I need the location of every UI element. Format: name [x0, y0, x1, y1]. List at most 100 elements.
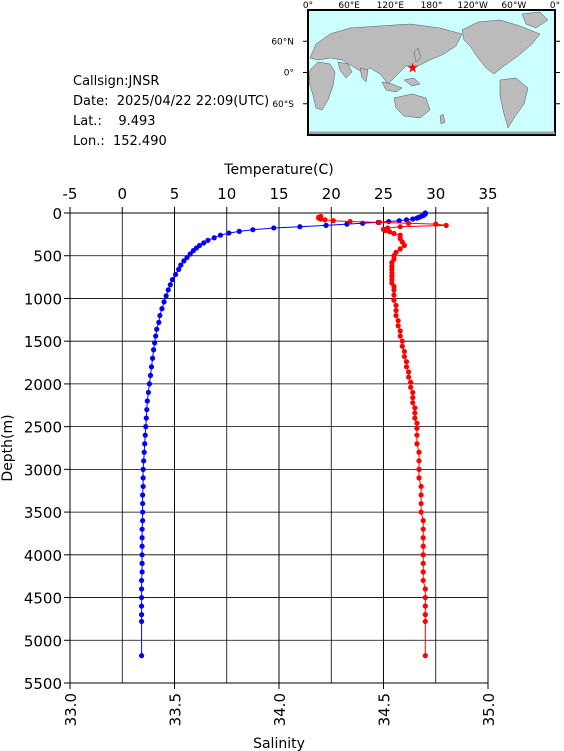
temperature-point [140, 483, 146, 490]
temperature-point [141, 449, 147, 455]
salinity-point [433, 221, 439, 227]
depth-axis: 0 500 1000 1500 2000 2500 3000 3500 4000 4500 5000… [24, 205, 70, 693]
salinity-point [412, 410, 418, 416]
temperature-point [138, 618, 145, 625]
date-text: Date: 2025/04/22 22:09(UTC) [73, 94, 270, 109]
salinity-point [416, 466, 422, 472]
temperature-point [217, 232, 224, 238]
temperature-point [250, 227, 256, 233]
station-info: Callsign:JNSR Date: 2025/04/22 22:09(UTC… [73, 72, 269, 152]
temperature-point [140, 518, 146, 524]
salinity-point [382, 227, 389, 234]
map-lon-label: 180° [421, 1, 443, 11]
depth-tick-label: 4000 [24, 547, 62, 565]
lon-text: Lon.: 152.490 [73, 134, 167, 149]
temperature-tick-label: 30 [426, 185, 445, 203]
salinity-axis: 33.0 33.5 34.0 34.5 35.0 [62, 683, 498, 726]
series-layer [138, 210, 449, 659]
temperature-tick-label: 35 [478, 185, 497, 203]
temperature-point [138, 653, 145, 659]
salinity-point [397, 333, 403, 339]
salinity-point [420, 569, 426, 575]
salinity-tick-label: 34.5 [376, 693, 394, 726]
salinity-point [395, 323, 401, 329]
salinity-point [410, 389, 416, 396]
salinity-tick-label: 33.0 [62, 693, 80, 726]
map-land [308, 11, 556, 135]
station-marker-icon: ★ [406, 61, 419, 77]
temperature-tick-label: -5 [63, 185, 78, 203]
temperature-point [181, 258, 187, 264]
temperature-point [297, 224, 303, 230]
temperature-point [140, 466, 146, 472]
salinity-point [330, 218, 336, 224]
temperature-tick-label: 20 [322, 185, 341, 203]
temperature-profile-line [141, 213, 426, 656]
salinity-point [403, 364, 410, 370]
salinity-point [412, 415, 418, 421]
temperature-point [396, 218, 402, 224]
salinity-point [414, 441, 420, 447]
temperature-point [159, 306, 165, 312]
salinity-point [395, 318, 401, 324]
temperature-point [146, 381, 153, 387]
salinity-point [422, 586, 428, 592]
salinity-point [420, 526, 426, 532]
temperature-axis: -5 0 5 10 15 20 25 30 35 [63, 185, 498, 213]
map-lat-label: 60°S [272, 100, 294, 110]
depth-tick-label: 0 [52, 205, 62, 223]
temperature-point [139, 543, 145, 549]
salinity-point [418, 483, 424, 490]
salinity-point [401, 348, 407, 355]
temperature-point [236, 228, 242, 234]
temperature-point [153, 333, 159, 339]
map-lon-label: 0° [303, 1, 313, 11]
salinity-point [376, 219, 382, 225]
temperature-point [187, 251, 193, 257]
depth-tick-label: 3000 [24, 461, 62, 479]
salinity-point [418, 492, 424, 498]
temperature-point [140, 509, 146, 515]
temperature-point [142, 441, 148, 447]
map-lat-label: 60°N [271, 37, 294, 47]
map-lon-label: 0° [550, 1, 560, 11]
depth-tick-label: 2000 [24, 376, 62, 394]
temperature-point [169, 277, 176, 283]
temperature-point [190, 248, 196, 254]
temperature-point [414, 215, 420, 221]
temperature-point [139, 552, 145, 558]
temperature-point [143, 424, 149, 430]
temperature-point [163, 293, 169, 299]
lat-text: Lat.: 9.493 [73, 114, 156, 129]
temperature-tick-label: 0 [117, 185, 127, 203]
temperature-point [149, 355, 156, 361]
temperature-point [410, 216, 416, 222]
temperature-point [143, 415, 149, 421]
temperature-point [161, 299, 167, 305]
salinity-point [408, 384, 414, 390]
salinity-point [418, 500, 424, 507]
depth-tick-label: 4500 [24, 590, 62, 608]
map-lon-label: 60°W [501, 1, 526, 11]
salinity-point [318, 216, 324, 222]
temperature-point [154, 326, 160, 332]
temperature-point [172, 271, 179, 278]
map-lat-label: 0° [284, 69, 294, 79]
salinity-point [397, 246, 403, 252]
temperature-point [144, 406, 150, 413]
depth-tick-label: 5500 [24, 675, 62, 693]
salinity-point [416, 475, 422, 481]
temperature-point [176, 266, 182, 272]
temperature-point [139, 560, 145, 566]
temperature-point [139, 569, 145, 575]
salinity-point [393, 312, 399, 319]
salinity-point [403, 359, 410, 365]
salinity-point [401, 353, 407, 360]
temperature-point [152, 340, 158, 346]
temperature-point [156, 319, 162, 325]
salinity-point [408, 379, 414, 385]
temperature-point [148, 364, 155, 370]
salinity-point [420, 543, 426, 549]
